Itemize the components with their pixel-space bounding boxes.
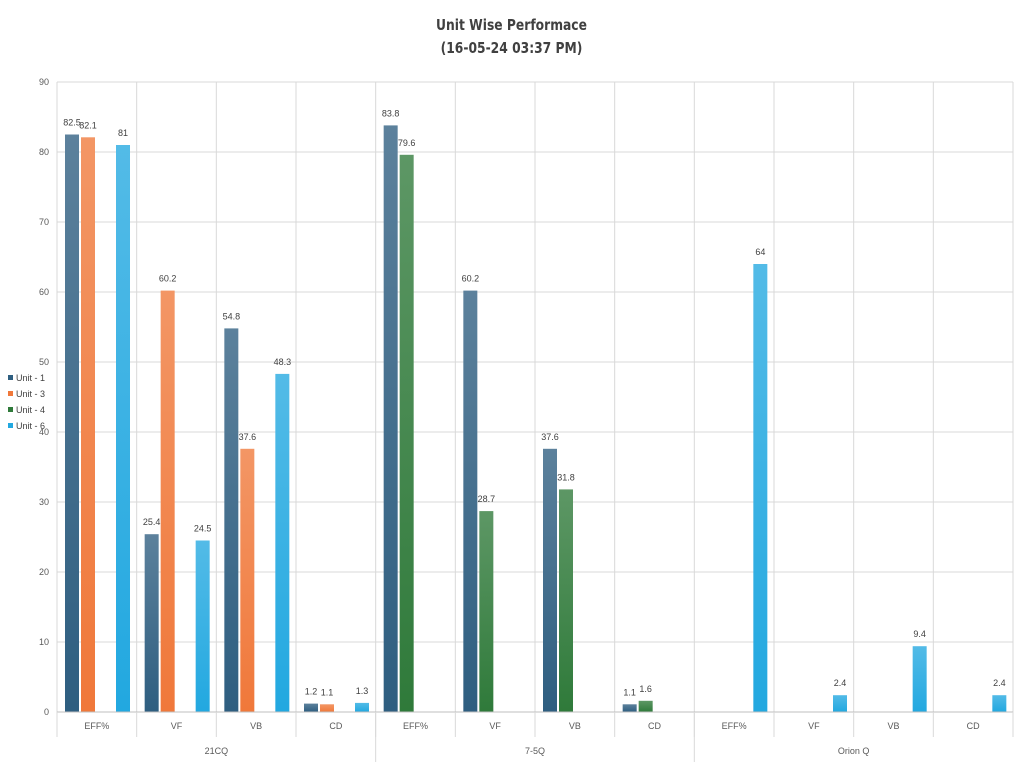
bars	[65, 125, 1007, 713]
bar-unit-1	[304, 703, 318, 712]
data-label: 83.8	[382, 108, 400, 118]
gridlines	[56, 81, 1014, 713]
data-label: 82.1	[79, 120, 97, 130]
legend-swatch	[8, 375, 13, 380]
y-tick-label: 40	[39, 427, 49, 437]
bar-unit-1	[383, 125, 398, 712]
bar-unit-1	[144, 534, 159, 712]
bar-unit-1	[224, 328, 239, 712]
y-tick-label: 80	[39, 147, 49, 157]
chart-title: Unit Wise Performace	[436, 16, 587, 34]
bar-unit-4	[559, 489, 573, 712]
bar-unit-4	[479, 511, 494, 712]
bar-unit-3	[320, 704, 334, 712]
data-labels: 82.5 25.4 54.8 1.2 83.8 60.2 37.6 1.1 82.1 60.2 37…	[63, 108, 1005, 697]
x-category-label: CD	[329, 721, 342, 731]
bar-unit-3	[240, 448, 255, 712]
data-label: 1.3	[356, 686, 369, 696]
bar-unit-6	[753, 264, 768, 712]
bar-unit-6	[195, 540, 210, 712]
data-label: 79.6	[398, 138, 416, 148]
data-label: 28.7	[478, 494, 496, 504]
legend-label: Unit - 1	[16, 373, 45, 383]
x-category-label: CD	[648, 721, 661, 731]
legend-swatch	[8, 407, 13, 412]
bar-unit-6	[116, 145, 130, 712]
data-label: 60.2	[159, 274, 177, 284]
data-label: 2.4	[834, 678, 847, 688]
x-group-label: 21CQ	[205, 746, 229, 756]
bar-unit-6	[833, 695, 847, 712]
data-label: 81	[118, 128, 128, 138]
x-category-label: EFF%	[722, 721, 747, 731]
data-label: 60.2	[462, 274, 480, 284]
data-label: 25.4	[143, 517, 161, 527]
legend-label: Unit - 6	[16, 421, 45, 431]
y-tick-label: 30	[39, 497, 49, 507]
data-label: 1.1	[623, 687, 636, 697]
data-label: 37.6	[541, 432, 559, 442]
y-tick-label: 0	[44, 707, 49, 717]
x-group-label: 7-5Q	[525, 746, 545, 756]
y-tick-label: 60	[39, 287, 49, 297]
y-tick-label: 10	[39, 637, 49, 647]
legend: Unit - 1 Unit - 3 Unit - 4 Unit - 6	[8, 373, 45, 431]
bar-unit-3	[81, 137, 95, 713]
data-label: 1.1	[321, 687, 334, 697]
chart-title-block: Unit Wise Performace (16-05-24 03:37 PM)	[92, 14, 931, 60]
bar-unit-1	[65, 134, 79, 712]
legend-swatch	[8, 423, 13, 428]
data-label: 48.3	[274, 357, 292, 367]
y-axis-ticks: 0 10 20 30 40 50 60 70 80 90	[39, 77, 49, 717]
x-category-label: VB	[887, 721, 899, 731]
data-label: 2.4	[993, 678, 1006, 688]
bar-unit-1	[543, 448, 557, 712]
y-tick-label: 20	[39, 567, 49, 577]
x-category-label: VB	[569, 721, 581, 731]
legend-swatch	[8, 391, 13, 396]
x-category-label: VF	[489, 721, 501, 731]
bar-unit-1	[463, 290, 478, 712]
data-label: 37.6	[239, 432, 257, 442]
legend-label: Unit - 3	[16, 389, 45, 399]
data-label: 54.8	[223, 311, 241, 321]
data-label: 9.4	[913, 629, 926, 639]
y-tick-label: 70	[39, 217, 49, 227]
data-label: 1.2	[305, 687, 318, 697]
bar-unit-3	[160, 290, 175, 712]
bar-unit-1	[622, 704, 637, 712]
data-label: 82.5	[63, 118, 81, 128]
x-category-label: CD	[967, 721, 980, 731]
x-category-label: VF	[808, 721, 820, 731]
x-category-label: EFF%	[403, 721, 428, 731]
data-label: 31.8	[557, 472, 575, 482]
data-label: 64	[755, 247, 765, 257]
bar-unit-6	[912, 646, 927, 712]
chart-subtitle: (16-05-24 03:37 PM)	[440, 39, 583, 57]
x-category-label: EFF%	[84, 721, 109, 731]
legend-label: Unit - 4	[16, 405, 45, 415]
bar-unit-6	[355, 702, 369, 712]
bar-unit-4	[638, 700, 653, 712]
data-label: 24.5	[194, 524, 212, 534]
data-label: 1.6	[639, 684, 652, 694]
bar-unit-4	[399, 154, 414, 713]
x-axis: EFF% VF VB CD EFF% VF VB CD EFF% VF VB CD 21CQ 7-5Q Or…	[56, 711, 1014, 762]
y-tick-label: 50	[39, 357, 49, 367]
y-tick-label: 90	[39, 77, 49, 87]
x-category-label: VB	[250, 721, 262, 731]
x-category-label: VF	[171, 721, 183, 731]
bar-unit-6	[275, 373, 290, 712]
bar-unit-6	[992, 695, 1007, 712]
x-group-label: Orion Q	[838, 746, 870, 756]
